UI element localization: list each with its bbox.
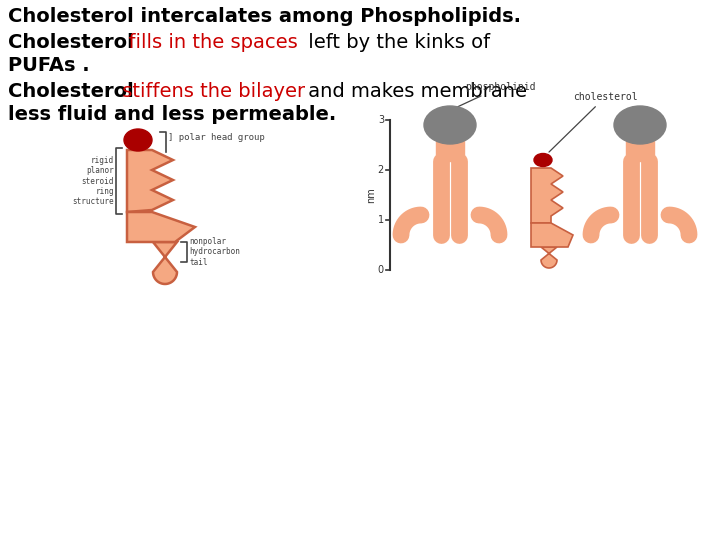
Text: phospholipid: phospholipid (443, 82, 536, 114)
Text: less fluid and less permeable.: less fluid and less permeable. (8, 105, 336, 124)
Text: 2: 2 (378, 165, 384, 175)
Text: cholesterol: cholesterol (549, 92, 638, 152)
Polygon shape (531, 168, 563, 223)
Text: 1: 1 (378, 215, 384, 225)
Text: 0: 0 (378, 265, 384, 275)
Text: nonpolar
hydrocarbon
tail: nonpolar hydrocarbon tail (189, 237, 240, 267)
Polygon shape (531, 223, 573, 247)
Text: Cholesterol intercalates among Phospholipids.: Cholesterol intercalates among Phospholi… (8, 7, 521, 26)
Text: stiffens the bilayer: stiffens the bilayer (116, 82, 305, 101)
Polygon shape (153, 242, 177, 284)
Bar (626, 135, 654, 161)
Ellipse shape (124, 129, 152, 151)
Polygon shape (127, 212, 195, 242)
Text: nm: nm (366, 187, 376, 203)
Text: Cholesterol: Cholesterol (8, 33, 134, 52)
Text: PUFAs .: PUFAs . (8, 56, 89, 75)
Text: rigid
planor
steroid
ring
structure: rigid planor steroid ring structure (73, 156, 114, 206)
Text: 3: 3 (378, 115, 384, 125)
Text: Cholesterol: Cholesterol (8, 82, 134, 101)
Ellipse shape (424, 106, 476, 144)
Polygon shape (541, 247, 557, 268)
Polygon shape (127, 150, 173, 212)
Ellipse shape (614, 106, 666, 144)
Text: left by the kinks of: left by the kinks of (302, 33, 490, 52)
Bar (436, 135, 464, 161)
Text: fills in the spaces: fills in the spaces (116, 33, 298, 52)
Ellipse shape (534, 153, 552, 166)
Text: and makes membrane: and makes membrane (302, 82, 527, 101)
Text: ] polar head group: ] polar head group (168, 133, 265, 143)
